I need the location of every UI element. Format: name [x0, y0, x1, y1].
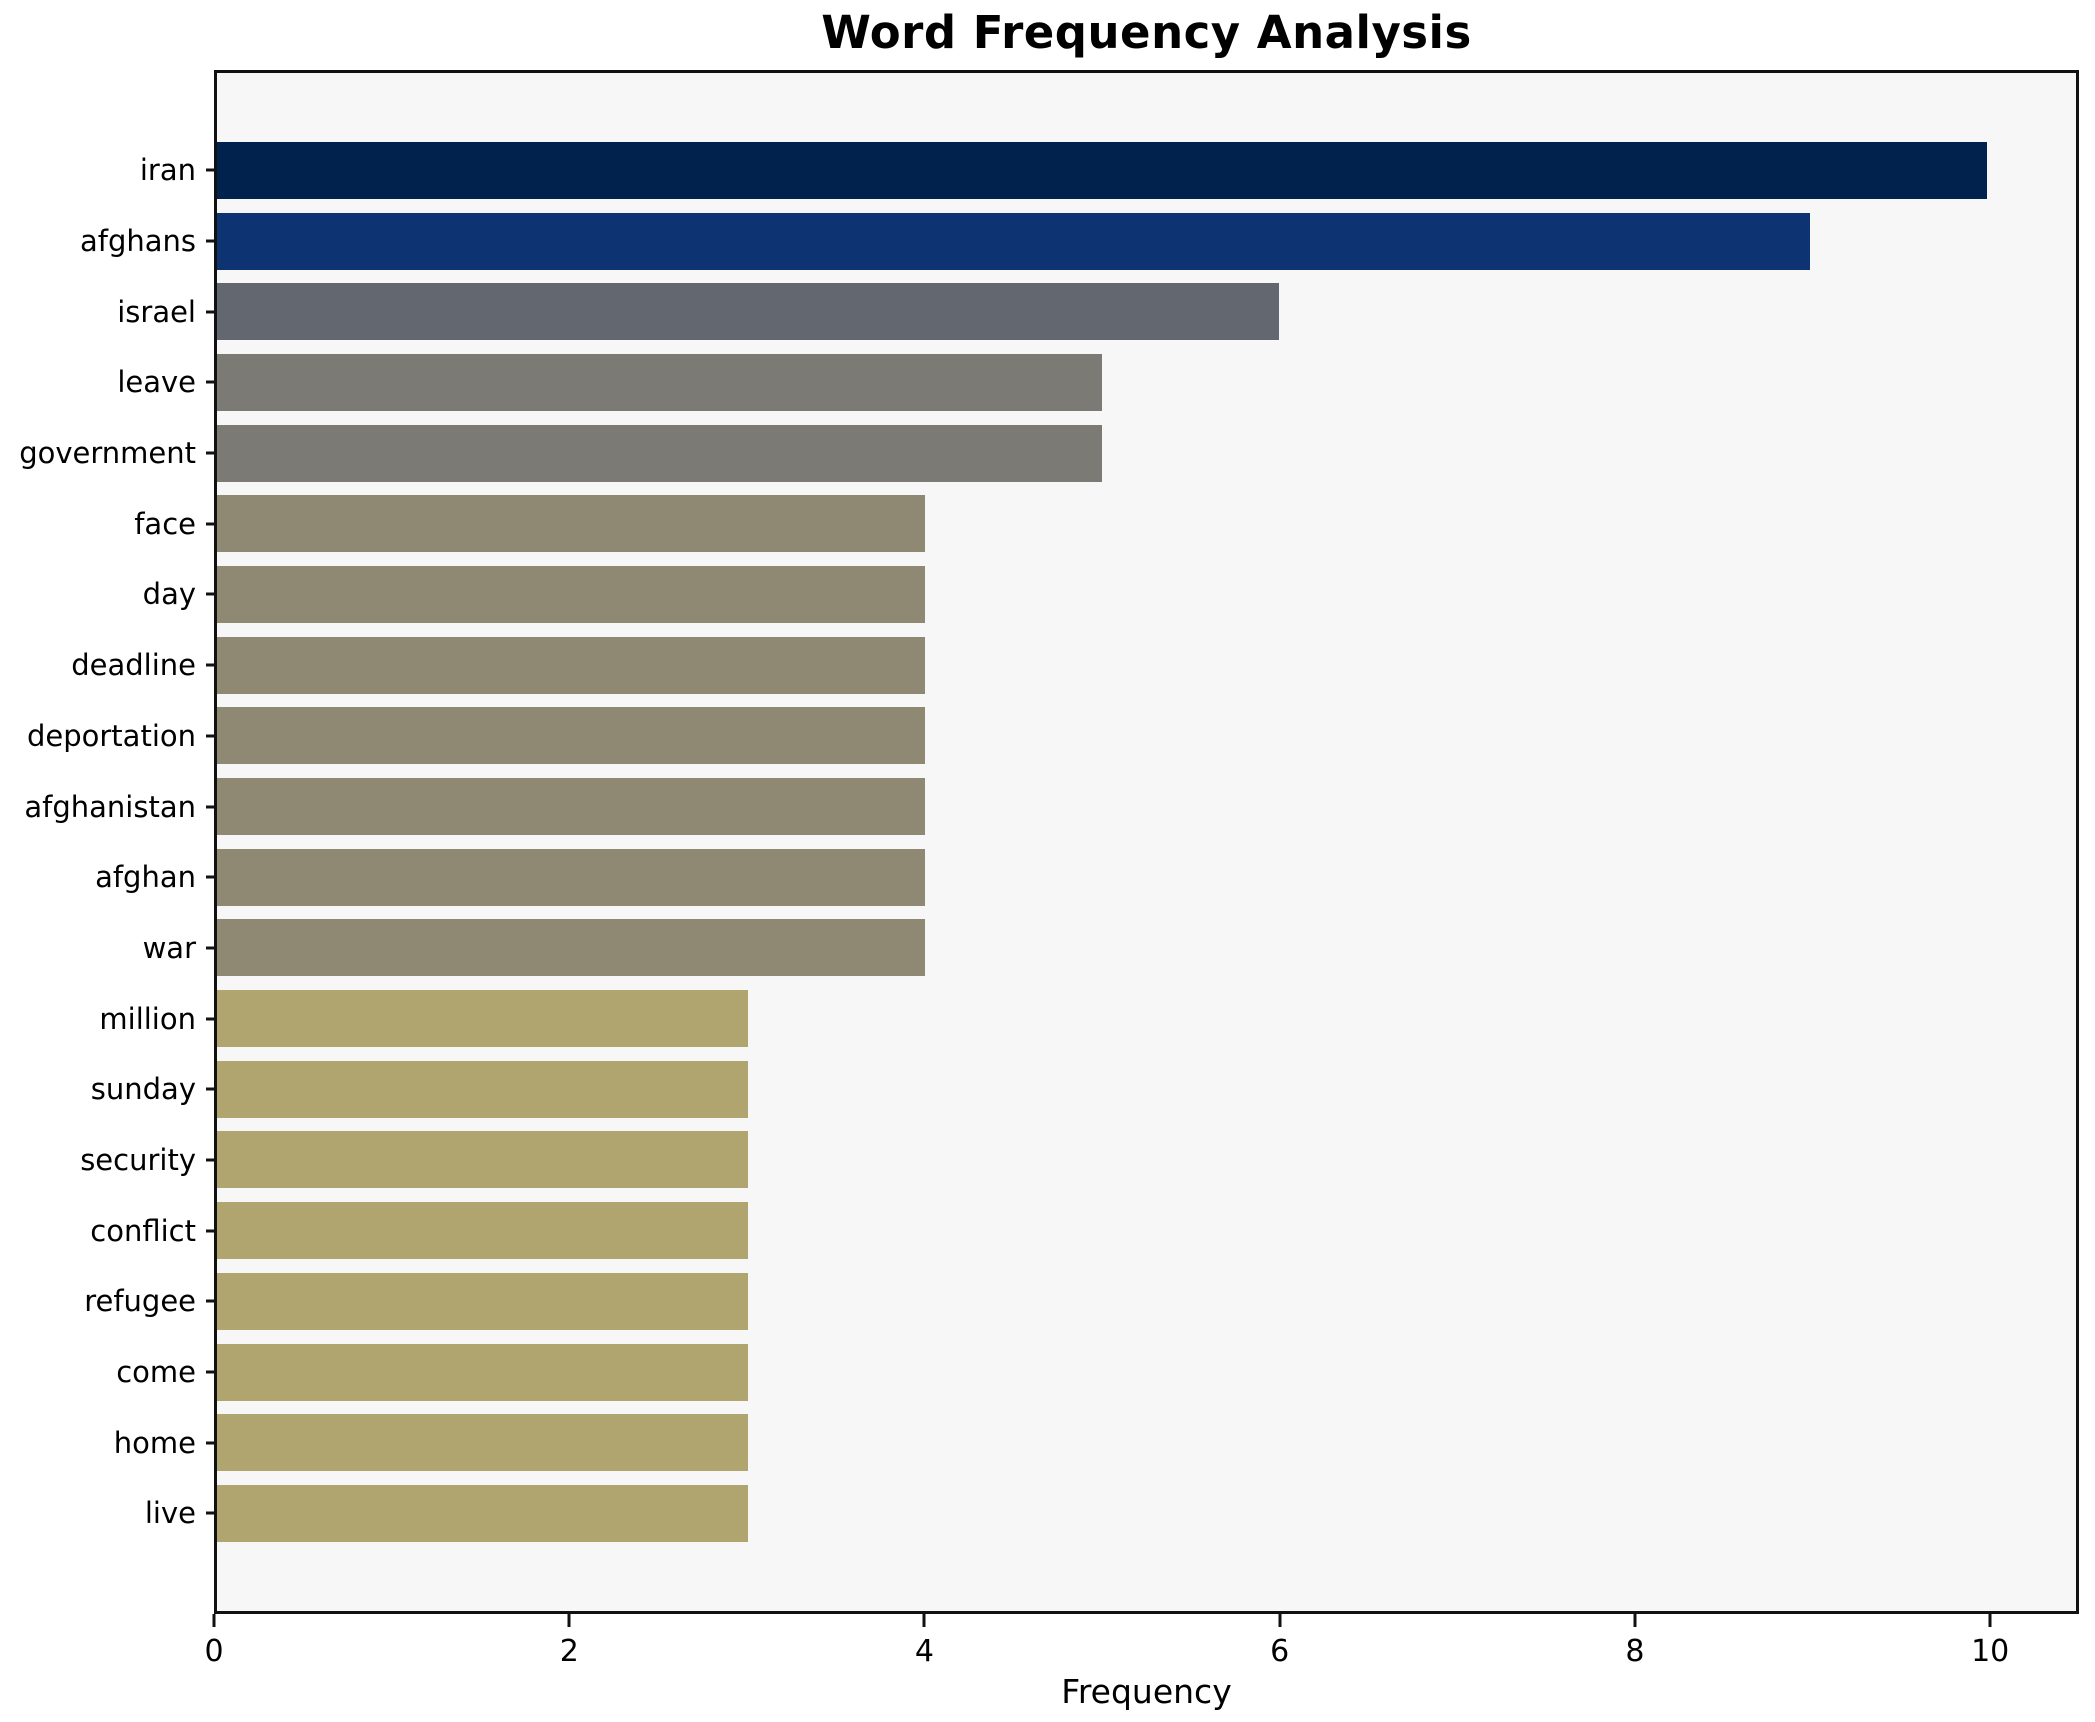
y-tick-label: afghanistan — [24, 789, 196, 824]
y-tick-mark — [206, 1299, 217, 1303]
y-tick-mark — [206, 663, 217, 667]
bar-row: government — [19, 418, 2076, 489]
y-tick-label: live — [144, 1496, 196, 1531]
y-tick-mark — [206, 1229, 217, 1233]
bar — [217, 636, 926, 694]
bar-row: deadline — [71, 630, 2076, 701]
bar — [217, 1343, 749, 1401]
bar-row: home — [114, 1407, 2076, 1478]
x-tick-label: 2 — [559, 1634, 579, 1669]
y-tick-label: afghans — [79, 224, 196, 259]
y-tick-mark — [206, 805, 217, 809]
bar-row: face — [134, 488, 2076, 559]
x-tick-mark — [1633, 1614, 1637, 1627]
bar — [217, 707, 926, 765]
y-tick-label: refugee — [84, 1284, 196, 1319]
bar — [217, 283, 1280, 341]
bar-row: afghans — [80, 206, 2076, 277]
bar-row: conflict — [90, 1195, 2076, 1266]
y-tick-label: face — [134, 506, 196, 541]
y-tick-mark — [206, 875, 217, 879]
bar — [217, 1060, 749, 1118]
bar — [217, 1202, 749, 1260]
y-tick-label: home — [113, 1425, 196, 1460]
y-tick-mark — [206, 168, 217, 172]
bar — [217, 212, 1811, 270]
y-tick-mark — [206, 734, 217, 738]
y-tick-mark — [206, 1017, 217, 1021]
bar — [217, 919, 926, 977]
bar — [217, 1131, 749, 1189]
x-tick-label: 10 — [1971, 1634, 2010, 1669]
x-tick-mark — [1988, 1614, 1992, 1627]
x-tick-mark — [922, 1614, 926, 1627]
bar-row: sunday — [91, 1054, 2076, 1125]
y-tick-mark — [206, 380, 217, 384]
bar — [217, 565, 926, 623]
bar-row: war — [143, 913, 2076, 984]
bar-row: refugee — [84, 1266, 2076, 1337]
y-tick-label: come — [116, 1355, 196, 1390]
bar — [217, 1484, 749, 1542]
y-tick-mark — [206, 239, 217, 243]
bar-row: deportation — [27, 701, 2076, 772]
bar — [217, 1272, 749, 1330]
x-tick-mark — [212, 1614, 216, 1627]
bar-row: live — [145, 1478, 2076, 1549]
y-tick-label: security — [80, 1142, 196, 1177]
y-tick-label: afghan — [95, 860, 196, 895]
y-tick-mark — [206, 522, 217, 526]
y-tick-mark — [206, 1370, 217, 1374]
chart-title: Word Frequency Analysis — [821, 6, 1472, 59]
y-tick-label: leave — [117, 365, 196, 400]
y-tick-label: iran — [139, 153, 196, 188]
bar-row: security — [80, 1125, 2076, 1196]
bar — [217, 424, 1103, 482]
x-tick-mark — [1278, 1614, 1282, 1627]
bar-row: day — [143, 559, 2076, 630]
y-tick-mark — [206, 592, 217, 596]
y-tick-mark — [206, 1511, 217, 1515]
bar-row: iran — [140, 135, 2076, 206]
x-axis-label: Frequency — [1061, 1672, 1232, 1711]
bar-row: leave — [117, 347, 2076, 418]
plot-area: iran afghans israel leave government face day d… — [19, 70, 2079, 1614]
bar-row: afghanistan — [24, 771, 2076, 842]
y-tick-mark — [206, 1441, 217, 1445]
y-tick-mark — [206, 1087, 217, 1091]
y-tick-mark — [206, 310, 217, 314]
bar — [217, 495, 926, 553]
bar — [217, 848, 926, 906]
x-tick-label: 0 — [204, 1634, 224, 1669]
bar — [217, 990, 749, 1048]
bar — [217, 141, 1988, 199]
y-tick-mark — [206, 451, 217, 455]
x-tick-mark — [567, 1614, 571, 1627]
x-tick-label: 6 — [1270, 1634, 1290, 1669]
x-tick-label: 4 — [914, 1634, 935, 1669]
bar-row: israel — [117, 276, 2076, 347]
y-tick-label: deportation — [26, 718, 196, 753]
y-tick-label: deadline — [71, 648, 196, 683]
y-tick-mark — [206, 1158, 217, 1162]
y-tick-label: israel — [117, 294, 196, 329]
bar-row: million — [99, 983, 2076, 1054]
y-tick-label: sunday — [90, 1072, 196, 1107]
y-tick-label: conflict — [90, 1213, 196, 1248]
bar-row: afghan — [95, 842, 2076, 913]
y-tick-label: government — [19, 436, 196, 471]
y-tick-label: day — [142, 577, 196, 612]
x-axis: 0 2 4 6 8 10 — [204, 1614, 2079, 1714]
bar — [217, 1414, 749, 1472]
y-tick-label: million — [99, 1001, 196, 1036]
y-tick-mark — [206, 946, 217, 950]
y-tick-label: war — [142, 930, 196, 965]
bar — [217, 778, 926, 836]
x-tick-label: 8 — [1625, 1634, 1645, 1669]
bar-row: come — [116, 1337, 2076, 1408]
bar — [217, 353, 1103, 411]
